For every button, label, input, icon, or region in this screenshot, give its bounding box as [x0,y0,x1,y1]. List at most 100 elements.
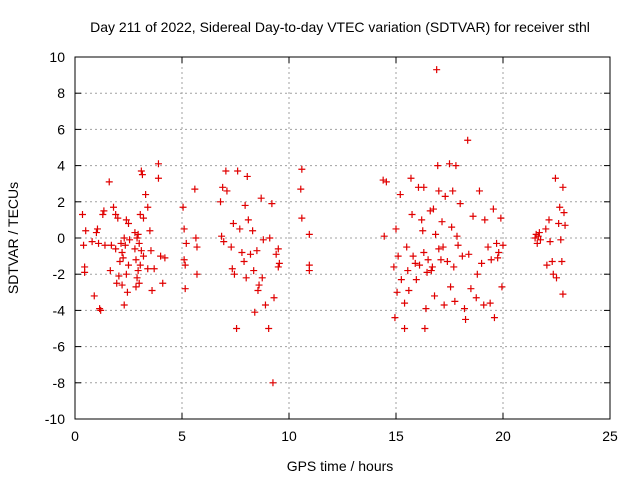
data-point [110,203,118,211]
chart-title: Day 211 of 2022, Sidereal Day-to-day VTE… [90,19,590,35]
data-point [460,305,468,313]
data-point [137,167,145,175]
data-point [121,241,129,249]
data-point [123,288,131,296]
data-point [478,259,486,267]
data-point [113,279,121,287]
data-point [558,258,566,266]
data-point [392,225,400,233]
data-point [114,214,122,222]
data-point [401,325,409,332]
data-point [275,259,283,267]
data-point [96,305,104,313]
data-point [135,239,143,247]
data-point [115,272,123,280]
data-point [112,210,120,218]
data-point [546,238,554,246]
data-point [270,294,278,302]
y-tick-label: -6 [53,339,66,355]
data-point [134,230,142,238]
data-point [154,174,162,182]
data-point [472,294,480,302]
data-point [305,261,313,269]
data-point [135,279,143,287]
data-point [274,263,282,271]
data-point [556,203,564,211]
x-axis-label: GPS time / hours [287,458,394,474]
y-tick-label: -4 [53,302,66,318]
data-point [449,187,457,195]
data-point [255,281,263,289]
data-point [274,245,282,253]
data-point [219,183,227,191]
data-point [412,276,420,284]
data-point [118,281,126,289]
data-point [420,248,428,256]
data-point [424,256,432,264]
data-point [253,247,261,255]
data-point [543,261,551,269]
data-point [251,308,259,316]
data-point [134,267,142,275]
data-point [139,252,147,260]
y-tick-label: 8 [57,85,65,101]
x-tick-label: 25 [602,428,618,444]
data-point [131,245,139,253]
data-point [480,301,488,309]
data-point [408,210,416,218]
data-point [106,267,114,275]
data-point [240,258,248,266]
data-point [120,301,128,309]
data-point [81,268,89,276]
data-point [218,232,226,240]
data-point [490,314,498,322]
data-point [136,261,144,269]
data-point [439,243,447,251]
data-point [484,243,492,251]
data-point [126,236,134,244]
data-point [494,254,502,262]
y-tick-label: -8 [53,375,66,391]
data-point [261,301,269,309]
data-point [125,261,132,269]
data-point [446,160,453,168]
data-point [150,265,158,273]
data-point [548,258,556,266]
data-point [272,250,280,258]
data-point [534,232,542,240]
data-point [553,274,560,282]
data-point [133,274,141,282]
y-axis-label: SDTVAR / TECUs [5,182,21,294]
x-tick-label: 0 [71,428,79,444]
data-point [144,265,152,273]
data-point [429,205,437,213]
data-point [191,185,199,193]
data-point [545,216,553,224]
x-tick-label: 10 [281,428,297,444]
data-point [244,216,252,224]
data-point [249,227,257,235]
data-point [243,172,251,180]
data-point [557,236,565,244]
data-point [433,66,441,74]
data-point [487,256,495,264]
data-point [405,286,413,294]
data-point [122,270,130,278]
data-point [298,165,306,173]
data-point [419,227,427,235]
data-point [179,203,187,211]
data-point [467,285,475,293]
data-point [426,207,434,215]
data-point [268,200,276,208]
data-point [92,229,100,237]
data-point [161,254,169,262]
x-tick-label: 15 [388,428,404,444]
data-point [533,239,541,247]
data-point [473,270,481,278]
data-point [427,267,435,275]
data-point [469,212,477,220]
data-point [380,232,388,240]
data-point [136,210,144,218]
data-point [416,261,424,269]
data-point [154,160,162,168]
